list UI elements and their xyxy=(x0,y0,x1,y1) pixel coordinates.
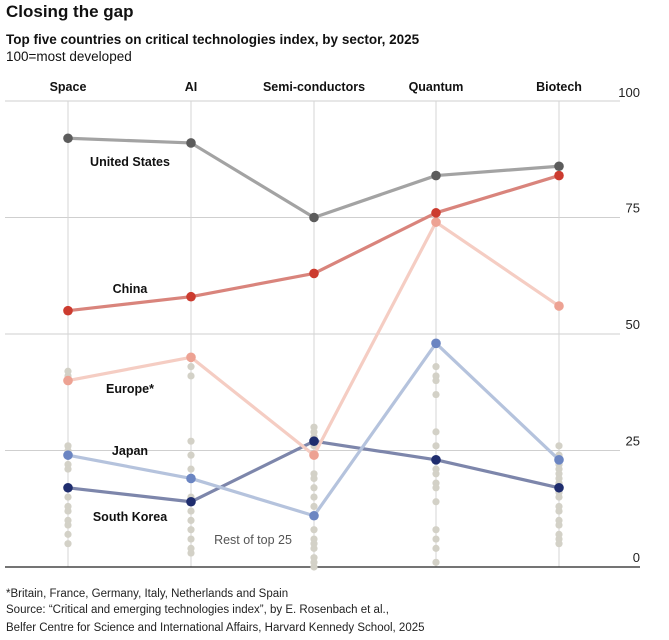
y-tick-label: 75 xyxy=(626,201,640,216)
series-point xyxy=(554,455,564,465)
rest-point xyxy=(432,390,440,399)
series-point xyxy=(63,133,73,144)
category-label: Biotech xyxy=(536,80,582,94)
scale-note: 100=most developed xyxy=(6,49,132,64)
series-point xyxy=(186,291,196,302)
rest-point xyxy=(432,484,440,492)
rest-point xyxy=(432,363,440,371)
series-point xyxy=(63,375,73,386)
series-point xyxy=(309,268,319,279)
rest-point xyxy=(310,544,318,552)
category-label: Semi-conductors xyxy=(263,80,365,94)
series-point xyxy=(431,217,441,227)
category-label: Space xyxy=(50,80,87,94)
rest-point xyxy=(187,507,195,515)
series-point xyxy=(431,170,441,181)
series-point xyxy=(186,473,196,484)
series-point xyxy=(186,352,196,363)
rest-point xyxy=(432,535,440,543)
rest-point xyxy=(432,498,440,506)
rest-point xyxy=(555,540,563,548)
series-point xyxy=(309,450,319,460)
series-label: South Korea xyxy=(93,510,168,524)
rest-point xyxy=(432,377,440,385)
rest-point xyxy=(555,521,563,529)
line-chart: 0 25 50 75 100 Space AI Semi-conductors Quantum B… xyxy=(5,80,640,571)
series-point xyxy=(431,455,441,465)
rest-point xyxy=(187,465,195,473)
rest-point xyxy=(187,363,195,371)
rest-point xyxy=(187,526,195,534)
series-point xyxy=(63,482,73,493)
rest-point xyxy=(64,521,72,529)
rest-point xyxy=(187,535,195,543)
series-point xyxy=(309,212,319,223)
rest-point xyxy=(187,516,195,524)
footnote-source-institution: Belfer Centre for Science and Internatio… xyxy=(6,622,425,634)
rest-point xyxy=(187,549,195,557)
series-label: China xyxy=(113,282,149,296)
series-point xyxy=(554,301,564,311)
rest-point xyxy=(64,540,72,548)
series-point xyxy=(186,138,196,148)
rest-point xyxy=(432,544,440,552)
y-tick-label: 0 xyxy=(633,550,640,565)
rest-point xyxy=(310,493,318,501)
rest-point xyxy=(555,493,563,501)
rest-point xyxy=(64,530,72,538)
rest-point xyxy=(187,451,195,459)
rest-point xyxy=(310,563,318,571)
rest-point xyxy=(64,493,72,501)
rest-point xyxy=(64,465,72,473)
rest-point xyxy=(432,428,440,436)
rest-point xyxy=(310,526,318,534)
series-label: Japan xyxy=(112,444,148,458)
chart-title: Closing the gap xyxy=(6,2,134,21)
category-label: Quantum xyxy=(409,80,464,94)
series-point xyxy=(309,510,319,521)
rest-point xyxy=(310,502,318,511)
y-tick-label: 50 xyxy=(626,317,640,332)
series-point xyxy=(554,482,564,493)
series-point xyxy=(431,208,441,218)
y-tick-label: 100 xyxy=(618,85,640,100)
series-label: Europe* xyxy=(106,382,154,396)
series-point xyxy=(431,338,441,349)
series-point xyxy=(554,170,564,181)
footnote-source: Source: “Critical and emerging technolog… xyxy=(6,604,389,616)
rest-point xyxy=(432,470,440,478)
y-tick-label: 25 xyxy=(626,434,640,449)
rest-point xyxy=(187,437,195,445)
rest-point xyxy=(310,484,318,492)
rest-label: Rest of top 25 xyxy=(214,533,292,547)
series-point xyxy=(63,305,73,316)
rest-point xyxy=(432,442,440,450)
series-point xyxy=(63,450,73,460)
series-label: United States xyxy=(90,155,170,169)
rest-point xyxy=(432,526,440,534)
rest-point xyxy=(310,474,318,483)
category-label: AI xyxy=(185,80,198,94)
rest-point xyxy=(555,507,563,515)
rest-point xyxy=(555,442,563,450)
chart-subtitle: Top five countries on critical technolog… xyxy=(6,32,420,47)
series-point xyxy=(309,436,319,446)
rest-point xyxy=(187,372,195,380)
rest-point xyxy=(432,558,440,566)
footnote-europe: *Britain, France, Germany, Italy, Nether… xyxy=(6,588,289,600)
rest-point xyxy=(64,507,72,515)
series-point xyxy=(554,161,564,172)
series-point xyxy=(186,496,196,507)
